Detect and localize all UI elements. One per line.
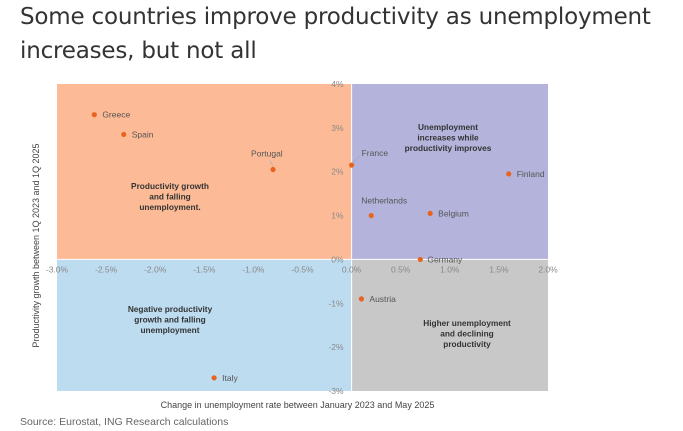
chart-title: Some countries improve productivity as u… (20, 4, 651, 64)
x-tick-label: -1.0% (242, 264, 265, 274)
quadrant-label-line: Higher unemployment (423, 318, 511, 328)
quadrant-label-bottom-left: Negative productivity growth and falling u… (128, 304, 213, 335)
point-label: Belgium (438, 208, 469, 218)
quadrant-label-line: increases while (417, 133, 479, 143)
quadrant-label-top-right: Unemployment increases while productivity … (405, 122, 492, 153)
y-tick-label: 4% (331, 79, 344, 89)
point-italy (211, 375, 217, 381)
x-tick-label: 0.0% (342, 264, 362, 274)
point-portugal (270, 166, 276, 173)
x-tick-label: 1.0% (440, 264, 460, 274)
quadrant-top-left (57, 84, 352, 260)
quadrant-labels: Productivity growth and falling unemployme… (128, 122, 511, 349)
quadrant-label-bottom-right: Higher unemployment and declining producti… (423, 318, 511, 349)
y-tick-label: 2% (331, 167, 344, 177)
source-note: Source: Eurostat, ING Research calculati… (20, 416, 229, 428)
y-tick-label: -1% (328, 298, 344, 308)
point-label: Netherlands (361, 196, 407, 206)
point-label: Italy (222, 373, 238, 383)
x-axis-label: Change in unemployment rate between Janu… (161, 400, 435, 410)
x-tick-label: 2.0% (538, 264, 558, 274)
point-netherlands (368, 212, 374, 219)
x-tick-label: -3.0% (46, 264, 69, 274)
point-label: Germany (427, 254, 463, 264)
leader-line (352, 155, 360, 164)
point-austria (358, 296, 365, 302)
quadrant-label-line: growth and falling (134, 315, 205, 325)
quadrant-label-line: and falling (149, 192, 191, 202)
quadrant-top-right (351, 84, 548, 260)
x-tick-label: 1.5% (489, 264, 509, 274)
point-label: Greece (102, 110, 130, 120)
quadrant-label-line: Productivity growth (131, 181, 209, 191)
point-france (349, 162, 355, 168)
quadrant-label-top-left: Productivity growth and falling unemployme… (131, 181, 209, 212)
x-tick-label: -1.5% (193, 264, 216, 274)
quadrant-label-line: unemployment (140, 325, 199, 335)
axes: -3.0% -2.5% -2.0% -1.5% -1.0% -0.5% 0.0% 0.5% 1.… (46, 79, 558, 396)
x-tick-label: -2.0% (144, 264, 167, 274)
y-tick-label: 1% (331, 211, 344, 221)
quadrant-bottom-left (57, 259, 352, 391)
point-label: Portugal (251, 149, 283, 159)
x-tick-label: -0.5% (291, 264, 314, 274)
y-axis-label: Productivity growth between 1Q 2023 and … (31, 143, 41, 347)
y-tick-label: 0% (331, 254, 344, 264)
quadrant-label-line: productivity improves (405, 143, 492, 153)
point-label: France (362, 148, 389, 158)
x-tick-label: -2.5% (95, 264, 118, 274)
point-spain (121, 131, 127, 138)
x-tick-label: 0.5% (391, 264, 411, 274)
point-finland (506, 171, 512, 177)
y-tick-label: 3% (331, 123, 344, 133)
quadrant-label-line: Unemployment (418, 122, 478, 132)
quadrant-backgrounds (57, 84, 548, 391)
quadrant-bottom-right (351, 259, 548, 391)
point-belgium (427, 210, 433, 216)
leader-line (269, 160, 274, 167)
point-label: Spain (132, 129, 154, 139)
quadrant-label-line: Negative productivity (128, 304, 213, 314)
point-label: Finland (517, 169, 545, 179)
quadrant-label-line: productivity (443, 339, 491, 349)
quadrant-label-line: and declining (440, 329, 493, 339)
point-germany (417, 256, 423, 263)
point-greece (91, 112, 97, 118)
y-tick-label: -2% (328, 342, 344, 352)
quadrant-label-line: unemployment. (139, 202, 200, 212)
y-tick-label: -3% (328, 386, 344, 396)
point-label: Austria (369, 294, 396, 304)
